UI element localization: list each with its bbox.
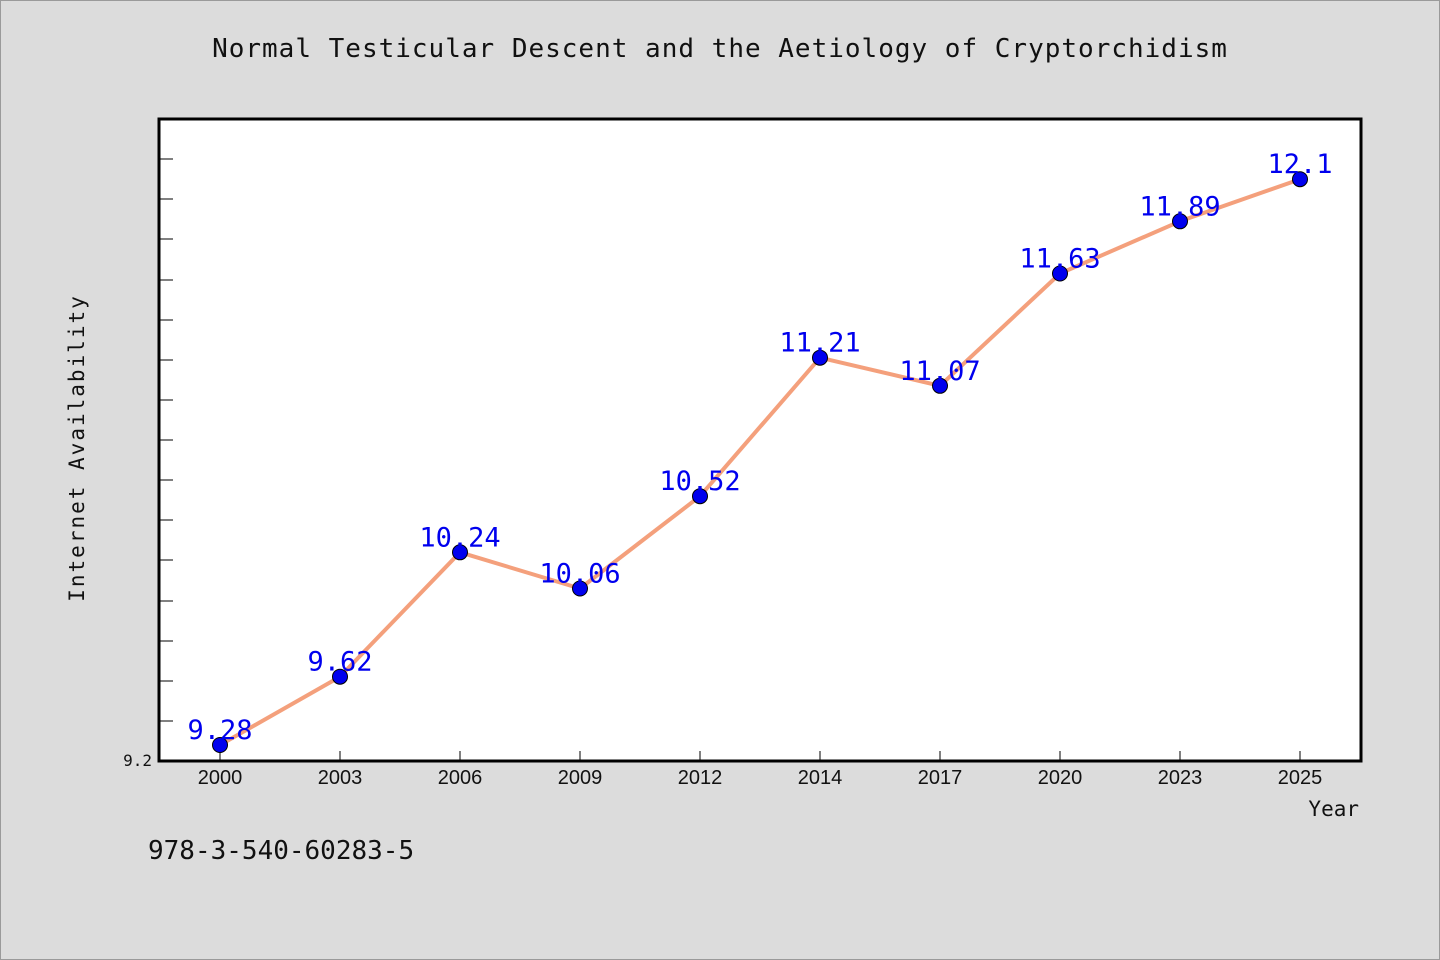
data-label: 11.21 [779, 328, 860, 359]
data-point-marker [212, 737, 228, 753]
data-label: 11.07 [899, 356, 980, 387]
y-axis-ticks [159, 158, 173, 722]
x-tick-label: 2012 [678, 767, 723, 789]
series-markers [212, 171, 1308, 753]
x-tick-label: 2020 [1038, 767, 1083, 789]
x-tick-label: 2006 [438, 767, 483, 789]
x-tick-label: 2023 [1158, 767, 1203, 789]
data-label: 11.89 [1139, 191, 1220, 222]
data-label: 11.63 [1019, 244, 1100, 275]
data-point-marker [692, 488, 708, 505]
data-point-marker [1292, 171, 1308, 188]
x-axis-label: Year [1308, 797, 1359, 821]
series-line [219, 177, 1301, 747]
x-tick-label: 2025 [1278, 767, 1323, 789]
data-point-marker [932, 377, 948, 394]
data-point-marker [1052, 265, 1068, 282]
x-tick-label: 2003 [318, 767, 363, 789]
x-tick-label: 2000 [198, 767, 243, 789]
data-label: 9.62 [307, 647, 372, 678]
data-label: 12.1 [1267, 149, 1332, 180]
data-labels: 9.28 9.62 10.24 10.06 10.52 11.21 11.07 11.63 11… [187, 149, 1332, 746]
x-tick-label: 2014 [798, 767, 843, 789]
data-point-marker [332, 668, 348, 685]
data-point-marker [1172, 213, 1188, 230]
data-point-marker [452, 544, 468, 561]
data-point-marker [572, 580, 588, 597]
data-label: 10.24 [419, 522, 500, 553]
data-label: 10.52 [659, 466, 740, 497]
y-axis-label: Internet Availability [65, 294, 89, 602]
x-axis-ticks: 2000 2003 2006 2009 2012 2014 2017 2020 2023 2025 [198, 751, 1323, 789]
data-label: 10.06 [539, 559, 620, 590]
x-tick-label: 2017 [918, 767, 963, 789]
data-point-marker [812, 349, 828, 366]
isbn-text: 978-3-540-60283-5 [148, 836, 415, 866]
data-label: 9.28 [187, 715, 252, 746]
y-tick-label: 9.2 [123, 751, 152, 770]
x-tick-label: 2009 [558, 767, 603, 789]
chart-title: Normal Testicular Descent and the Aetiol… [212, 34, 1228, 64]
